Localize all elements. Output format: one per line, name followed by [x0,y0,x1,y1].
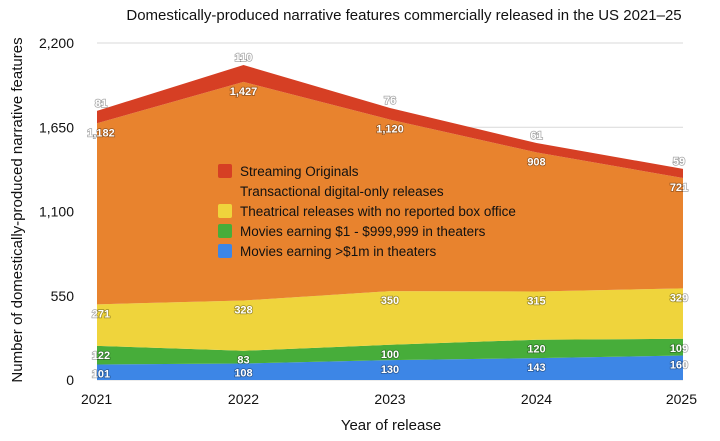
x-tick-label: 2025 [666,391,697,407]
x-tick-label: 2021 [81,391,112,407]
y-tick-labels: 0 550 1,100 1,650 2,200 [39,35,74,388]
data-label: 350 [381,295,399,307]
data-label: 83 [237,355,249,367]
legend-label: Streaming Originals [240,164,359,179]
data-label: 315 [527,295,545,307]
data-label: 81 [95,98,107,110]
legend-label: Movies earning >$1m in theaters [240,244,436,259]
x-tick-label: 2024 [521,391,552,407]
data-label: 59 [673,156,685,168]
legend: Streaming Originals Transactional digital… [218,164,516,259]
data-label: 122 [92,350,110,362]
data-label: 1,182 [87,127,115,139]
x-tick-label: 2022 [228,391,259,407]
legend-label: Movies earning $1 - $999,999 in theaters [240,224,486,239]
legend-swatch [218,244,232,258]
area-layer [97,65,683,380]
y-tick-label: 2,200 [39,35,74,51]
x-tick-label: 2023 [374,391,405,407]
legend-swatch [218,184,232,198]
data-label: 908 [527,156,545,168]
data-label: 721 [670,182,688,194]
x-tick-labels: 2021 2022 2023 2024 2025 [81,391,697,407]
data-label: 1,120 [376,124,404,136]
chart-title: Domestically-produced narrative features… [126,7,681,24]
data-label: 143 [527,362,545,374]
y-tick-label: 1,100 [39,204,74,220]
y-tick-label: 550 [51,288,75,304]
legend-swatch [218,224,232,238]
data-label: 110 [235,52,253,64]
legend-label: Theatrical releases with no reported box… [240,204,516,219]
data-label: 120 [527,344,545,356]
area-series [97,338,683,365]
data-label: 61 [530,130,542,142]
y-axis-label: Number of domestically-produced narrativ… [9,37,26,382]
area-series [97,65,683,178]
data-label: 329 [670,292,688,304]
data-label: 108 [234,367,252,379]
legend-swatch [218,204,232,218]
legend-label: Transactional digital-only releases [240,184,444,199]
area-series [97,81,683,305]
y-tick-label: 0 [66,372,74,388]
data-label: 109 [670,343,688,355]
data-label: 130 [381,364,399,376]
area-series [97,355,683,380]
data-label: 101 [92,369,110,381]
area-series [97,288,683,351]
data-label: 76 [384,95,396,107]
y-tick-label: 1,650 [39,119,74,135]
legend-swatch [218,164,232,178]
data-label: 328 [234,304,252,316]
data-labels: 101 108 130 143 160 122 83 100 120 109 271 328 350 31… [86,51,688,381]
x-axis-label: Year of release [341,417,441,434]
data-label: 1,427 [230,86,258,98]
data-label: 271 [92,308,110,320]
data-label: 100 [381,349,399,361]
data-label: 160 [670,359,688,371]
